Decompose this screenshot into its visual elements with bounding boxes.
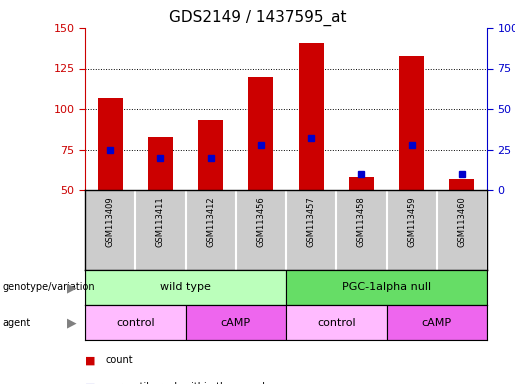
Bar (85, 305, 185, 340)
Bar (248, 76, 273, 190)
Text: wild type: wild type (160, 283, 211, 293)
Text: PGC-1alpha null: PGC-1alpha null (342, 283, 431, 293)
Text: cAMP: cAMP (422, 318, 452, 328)
Text: GSM113458: GSM113458 (357, 196, 366, 247)
Text: ■: ■ (85, 382, 95, 384)
Bar (286, 305, 386, 340)
Text: count: count (106, 355, 133, 365)
Bar (185, 305, 286, 340)
Bar (198, 120, 223, 190)
Text: GSM113460: GSM113460 (457, 196, 467, 247)
Text: GSM113412: GSM113412 (206, 196, 215, 247)
Bar (85, 270, 286, 305)
Text: GSM113456: GSM113456 (256, 196, 265, 247)
Bar (386, 305, 487, 340)
Text: GSM113409: GSM113409 (106, 196, 115, 247)
Text: control: control (317, 318, 355, 328)
Text: GSM113459: GSM113459 (407, 196, 416, 247)
Text: ▶: ▶ (67, 316, 77, 329)
Text: genotype/variation: genotype/variation (3, 283, 95, 293)
Bar (349, 177, 374, 190)
Bar (299, 43, 324, 190)
Text: percentile rank within the sample: percentile rank within the sample (106, 382, 270, 384)
Text: ▶: ▶ (67, 281, 77, 294)
Text: agent: agent (3, 318, 31, 328)
Text: cAMP: cAMP (221, 318, 251, 328)
Text: control: control (116, 318, 154, 328)
Text: ■: ■ (85, 355, 95, 365)
Bar (148, 137, 173, 190)
Bar (97, 98, 123, 190)
Bar (286, 270, 487, 305)
Text: GDS2149 / 1437595_at: GDS2149 / 1437595_at (169, 10, 346, 26)
Text: GSM113411: GSM113411 (156, 196, 165, 247)
Bar (449, 179, 474, 190)
Text: GSM113457: GSM113457 (306, 196, 316, 247)
Bar (399, 56, 424, 190)
